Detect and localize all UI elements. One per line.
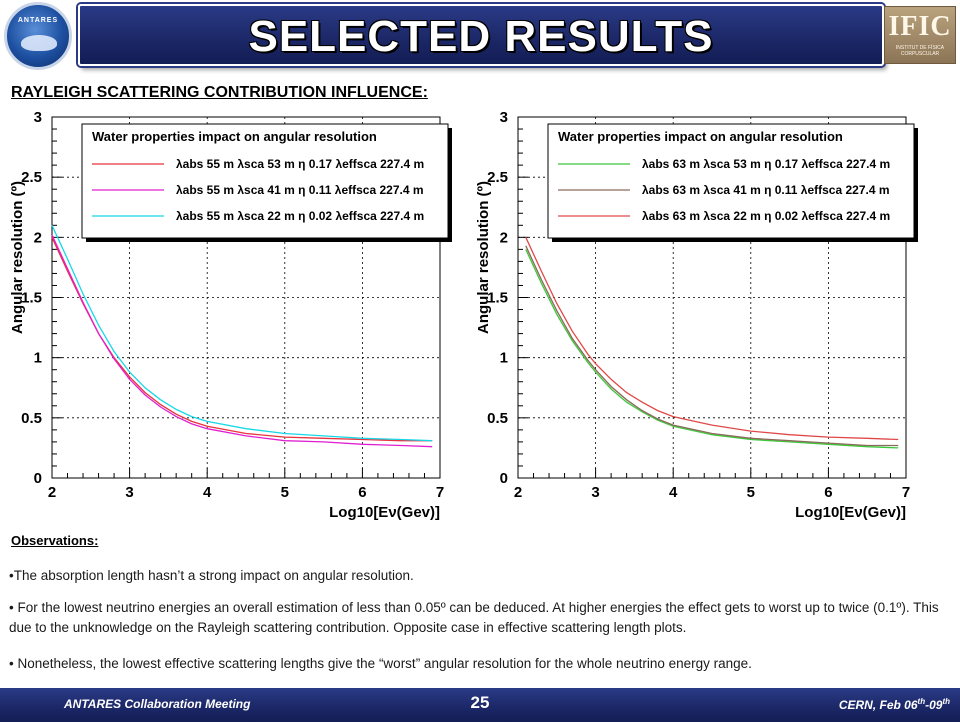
legend-title: Water properties impact on angular resol… [92,129,377,144]
legend-label-1: λabs 63 m λsca 53 m η 0.17 λeffsca 227.4… [642,157,890,171]
legend-box [81,123,449,239]
antares-logo-wave [21,35,57,51]
footer-date-sup2: th [942,697,950,706]
x-tick-label: 6 [358,484,366,501]
y-tick-label: 3 [34,109,42,126]
y-tick-label: 1.5 [487,290,508,307]
footer-date-sup1: th [917,697,926,706]
antares-logo: ANTARES [4,2,72,70]
y-tick-label: 0.5 [21,410,42,427]
series-line-2 [51,234,433,448]
y-tick-label: 2 [34,229,42,246]
title-banner: SELECTED RESULTS [78,4,884,66]
legend-label-2: λabs 55 m λsca 41 m η 0.11 λeffsca 227.4… [176,183,424,197]
x-tick-label: 3 [125,484,133,501]
x-tick-label: 2 [48,484,56,501]
x-tick-label: 4 [203,484,212,501]
footer-date-prefix: CERN, Feb 06 [838,698,918,712]
legend-label-3: λabs 55 m λsca 22 m η 0.02 λeffsca 227.4… [176,209,424,223]
footer-bar: ANTARES Collaboration Meeting 25 CERN, F… [0,686,960,722]
series-line-2 [525,245,899,447]
series-line-1 [525,249,899,449]
observation-item-2: • For the lowest neutrino energies an ov… [9,600,939,635]
y-tick-label: 1.5 [21,290,42,307]
legend-box [547,123,915,239]
ific-logo-text: IFIC [888,11,952,42]
footer-meeting-name: ANTARES Collaboration Meeting [64,697,251,711]
y-tick-label: 0.5 [487,410,508,427]
y-tick-label: 1 [34,350,42,367]
y-tick-label: 3 [500,109,508,126]
x-tick-label: 4 [669,484,678,501]
legend-label-2: λabs 63 m λsca 41 m η 0.11 λeffsca 227.4… [642,183,890,197]
x-tick-label: 7 [902,484,910,501]
page-title: SELECTED RESULTS [248,12,714,61]
y-tick-label: 0 [500,470,508,487]
y-tick-label: 2.5 [21,169,42,186]
x-tick-label: 6 [824,484,832,501]
chart-right: 0 0.5 1 1.5 2 2.5 3 2 3 4 5 6 7 Angular resolution (º… [475,109,918,521]
page-number: 25 [470,693,490,712]
y-tick-label: 2.5 [487,169,508,186]
x-tick-label: 5 [281,484,289,501]
x-axis-label: Log10[Eν(Gev)] [795,504,906,521]
observations-title: Observations: [11,533,99,548]
y-axis-label: Angular resolution (º) [475,181,492,334]
y-axis-label: Angular resolution (º) [9,181,26,334]
y-tick-label: 0 [34,470,42,487]
x-axis-label: Log10[Eν(Gev)] [329,504,440,521]
legend-label-1: λabs 55 m λsca 53 m η 0.17 λeffsca 227.4… [176,157,424,171]
antares-logo-text: ANTARES [17,17,59,24]
x-tick-label: 2 [514,484,522,501]
series-line-3 [51,225,433,442]
section-subtitle: RAYLEIGH SCATTERING CONTRIBUTION INFLUEN… [11,84,428,101]
series-line-3 [525,237,899,441]
observation-item-1: •The absorption length hasn’t a strong i… [9,568,414,583]
ific-logo-subtext: INSTITUT DE FÍSICA CORPUSCULAR [895,45,945,57]
chart-left: 0 0.5 1 1.5 2 2.5 3 2 3 4 5 6 7 Angular resolution (º… [9,109,452,521]
x-tick-label: 3 [591,484,599,501]
ific-logo: IFIC INSTITUT DE FÍSICA CORPUSCULAR [884,6,956,64]
footer-date-mid: -09 [925,698,943,712]
legend-label-3: λabs 63 m λsca 22 m η 0.02 λeffsca 227.4… [642,209,890,223]
y-tick-label: 2 [500,229,508,246]
observation-item-3: • Nonetheless, the lowest effective scat… [9,656,752,671]
x-tick-label: 7 [436,484,444,501]
x-tick-label: 5 [747,484,755,501]
legend-title: Water properties impact on angular resol… [558,129,843,144]
footer-date-location: CERN, Feb 06th-09th [839,697,950,712]
y-tick-label: 1 [500,350,508,367]
